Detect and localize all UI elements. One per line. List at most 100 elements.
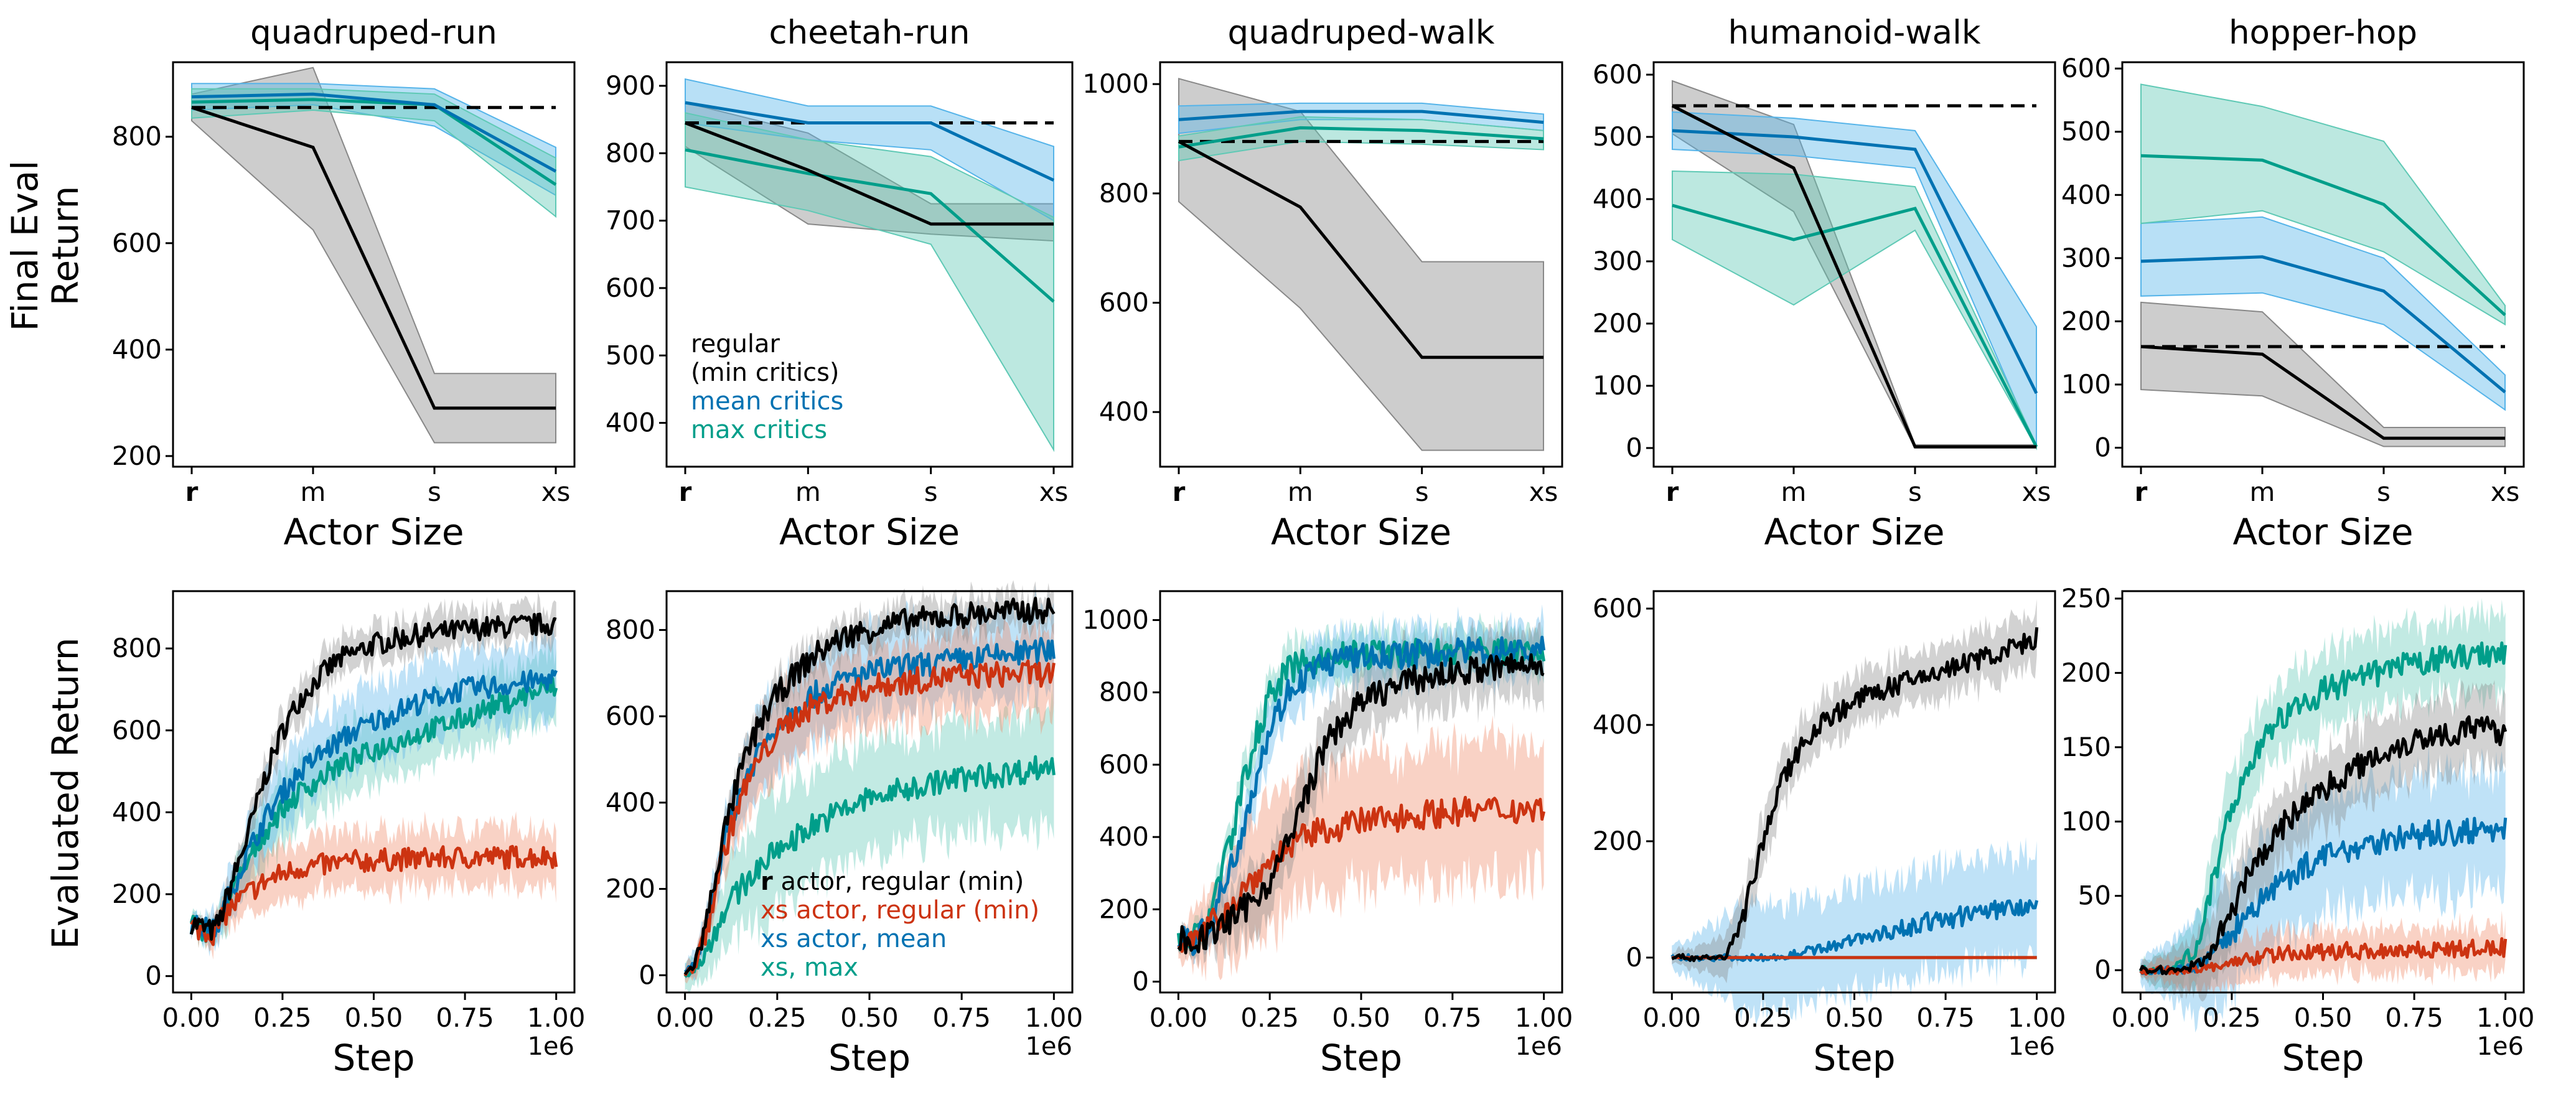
final-eval-humanoid-walk-panel: humanoid-walk 0 100 200 300 400 500 600 r m s xs Act… [1593,14,2056,553]
final-eval-quadruped-walk-ytick-label: 600 [1099,287,1149,317]
final-eval-quadruped-run-regular-line [191,106,556,410]
curve-hopper-hop-curve-ytick-label: 150 [2061,732,2111,762]
curve-quadruped-run-curve-xs_regular-band [191,811,556,960]
final-eval-cheetah-run-ytick-label: 900 [606,70,655,101]
curve-cheetah-run-curve-x-offset: 1e6 [1025,1032,1072,1061]
curve-quadruped-run-curve-xtick-label: 0.50 [345,1002,403,1033]
final-eval-quadruped-run-panel: quadruped-run 200 400 600 800 r m s xs Actor Size [112,14,576,553]
curve-quadruped-run-curve-xtick-label: 0.00 [162,1002,221,1033]
final-eval-cheetah-run-xtick-label: r [679,477,692,507]
top-row-ylabel-line2: Return [44,186,87,306]
final-eval-cheetah-run-xtick-label: xs [1039,477,1069,507]
final-eval-cheetah-run-ytick-label: 800 [606,138,655,168]
curve-quadruped-run-curve-mean-band [191,623,556,957]
curve-hopper-hop-curve-xlabel: Step [2282,1037,2364,1079]
curve-cheetah-run-curve-xs_regular-line [683,659,1056,977]
curve-humanoid-walk-curve-xtick-label: 0.75 [1916,1002,1975,1033]
curve-quadruped-run-curve-regular-band [191,592,556,947]
final-eval-humanoid-walk-ytick-label: 600 [1593,59,1642,90]
curve-hopper-hop-curve-xtick-label: 0.00 [2112,1002,2170,1033]
final-eval-humanoid-walk-ytick-label: 500 [1593,121,1642,152]
curve-cheetah-run-curve-mean-band [685,585,1054,981]
curve-humanoid-walk-curve-ytick-label: 0 [1626,942,1642,973]
curve-cheetah-run-curve-xtick-label: 0.50 [840,1002,899,1033]
curve-quadruped-walk-curve-max-band [1178,612,1544,958]
legend-regular-line1: regular [691,330,780,358]
curve-quadruped-run-curve-xlabel: Step [332,1037,415,1079]
curve-hopper-hop-curve-ytick-label: 100 [2061,806,2111,836]
curve-hopper-hop-curve-mean-line [2139,816,2508,976]
final-eval-cheetah-run-xtick-label: m [795,477,821,507]
learning-curve-legend: r actor, regular (min) xs actor, regular… [761,867,1039,982]
final-eval-cheetah-run-ytick-label: 400 [606,408,655,438]
curve-cheetah-run-curve-xtick-label: 0.25 [748,1002,807,1033]
final-eval-cheetah-run-ytick-label: 600 [606,273,655,303]
final-eval-hopper-hop-mean-band [2140,216,2506,411]
final-eval-quadruped-run-frame [172,61,576,468]
curve-quadruped-run-curve-x-offset: 1e6 [527,1032,574,1061]
curve-hopper-hop-curve-xtick-label: 0.25 [2203,1002,2261,1033]
curve-cheetah-run-curve-regular-line [683,596,1056,976]
final-eval-quadruped-run-max-line [191,98,557,186]
curve-quadruped-run-curve-xs_regular-line [190,844,558,946]
final-eval-quadruped-run-ytick-label: 400 [112,334,162,365]
final-eval-humanoid-walk-regular-line [1671,104,2036,449]
final-eval-humanoid-walk-ytick-label: 400 [1593,184,1642,214]
final-eval-hopper-hop-regular-band [2140,301,2506,447]
final-eval-quadruped-run-regular-band [191,67,556,444]
curve-quadruped-walk-curve-ytick-label: 800 [1099,677,1149,707]
final-eval-hopper-hop-xtick-label: s [2377,477,2391,507]
final-eval-cheetah-run-ytick-label: 500 [606,340,655,370]
final-eval-humanoid-walk-xtick-label: s [1908,477,1922,507]
curve-quadruped-run-curve-regular-line [189,612,557,941]
final-eval-quadruped-walk-xtick-label: s [1415,477,1429,507]
curve-quadruped-walk-curve-mean-band [1178,604,1544,965]
curve-cheetah-run-curve-ytick-label: 600 [606,701,655,731]
curve-hopper-hop-curve-ytick-label: 50 [2078,880,2111,911]
final-eval-quadruped-run-ytick-label: 600 [112,228,162,258]
curve-hopper-hop-curve-regular-band [2140,679,2506,1002]
final-eval-hopper-hop-ytick-label: 300 [2061,243,2111,273]
final-eval-humanoid-walk-title: humanoid-walk [1728,14,1980,52]
final-eval-quadruped-walk-mean-line [1178,110,1544,124]
curve-hopper-hop-curve-regular-line [2139,715,2508,976]
curve-cheetah-run-curve-ytick-label: 200 [606,874,655,904]
curve-hopper-hop-curve-max-line [2139,641,2508,976]
final-eval-hopper-hop-xtick-label: r [2135,477,2148,507]
curve-humanoid-walk-curve-regular-line [1671,627,2039,963]
final-eval-quadruped-walk-ytick-label: 400 [1099,396,1149,427]
curve-quadruped-run-curve-ytick-label: 600 [112,715,162,745]
legend-mean-critics: mean critics [691,387,843,416]
final-eval-quadruped-walk-max-band [1178,116,1544,162]
final-eval-quadruped-run-xtick-label: m [301,477,326,507]
final-eval-humanoid-walk-ytick-label: 0 [1626,432,1642,463]
final-eval-quadruped-walk-frame [1159,61,1563,468]
curve-quadruped-walk-curve-xtick-label: 0.50 [1332,1002,1390,1033]
final-eval-cheetah-run-xtick-label: s [924,477,938,507]
curve-humanoid-walk-curve-ytick-label: 400 [1593,709,1642,740]
curve-quadruped-run-curve-ytick-label: 0 [145,961,162,991]
panels-layer: quadruped-run 200 400 600 800 r m s xs Actor Size… [112,14,2535,1079]
curve-hopper-hop-curve-max-band [2140,597,2506,997]
curve-cheetah-run-curve-xs_regular-band [685,614,1054,984]
final-eval-humanoid-walk-ytick-label: 300 [1593,246,1642,276]
final-eval-cheetah-run-frame [665,61,1074,468]
final-eval-quadruped-walk-ytick-label: 1000 [1082,68,1149,99]
legend-xs-regular: xs actor, regular (min) [761,896,1039,925]
final-eval-quadruped-run-ytick-label: 200 [112,441,162,471]
final-eval-quadruped-run-xtick-label: r [185,477,199,507]
curve-humanoid-walk-curve-x-offset: 1e6 [2008,1032,2055,1061]
final-eval-quadruped-run-xtick-label: s [428,477,441,507]
curve-quadruped-walk-curve-xtick-label: 0.25 [1240,1002,1299,1033]
final-eval-legend: regular (min critics) mean critics max c… [691,330,843,444]
final-eval-quadruped-walk-panel: quadruped-walk 400 600 800 1000 r m s xs Actor Si… [1082,14,1563,553]
final-eval-quadruped-run-mean-line [191,92,557,173]
final-eval-cheetah-run-ytick-label: 700 [606,205,655,236]
curve-quadruped-walk-curve-ytick-label: 600 [1099,749,1149,780]
curve-hopper-hop-curve-x-offset: 1e6 [2476,1032,2524,1061]
final-eval-hopper-hop-panel: hopper-hop 0 100 200 300 400 500 600 r m s xs Actor … [2061,14,2525,553]
curve-quadruped-walk-curve-panel: 0 200 400 600 800 1000 0.00 0.25 0.50 0.75 1.001e6… [1082,590,1573,1079]
